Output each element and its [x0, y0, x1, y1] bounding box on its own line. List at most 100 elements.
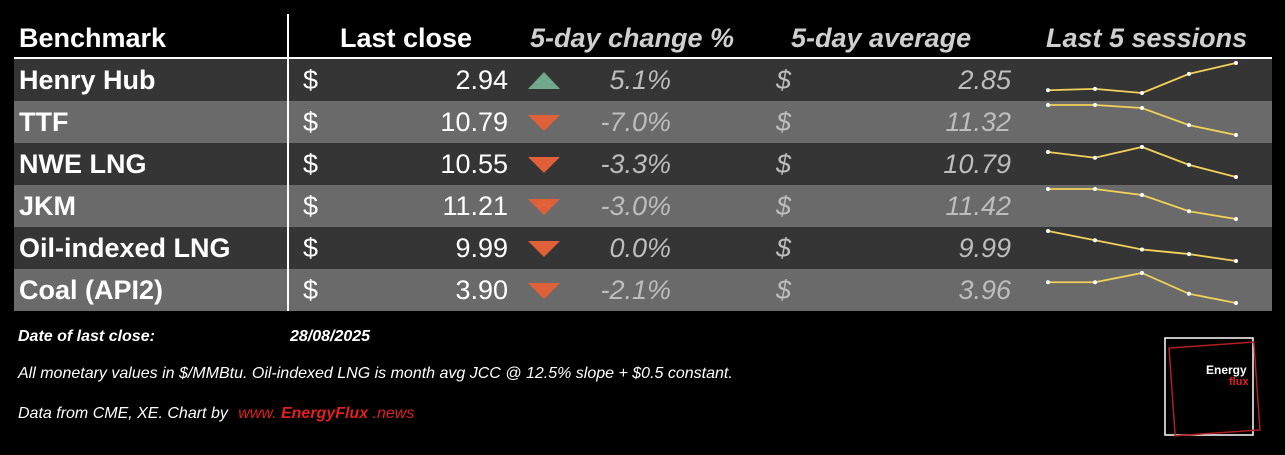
change-value: -3.0%	[600, 191, 671, 221]
arrow-shape	[528, 199, 560, 215]
sparkline-point	[1093, 187, 1097, 191]
source-link-www: www.	[238, 405, 277, 422]
average-currency: $	[776, 275, 792, 305]
change-value: 5.1%	[609, 65, 671, 95]
sparkline	[1046, 61, 1238, 95]
sparkline-point	[1046, 103, 1050, 107]
header-divider	[287, 14, 289, 58]
column-divider	[287, 143, 289, 185]
source-link-brand: EnergyFlux	[280, 405, 369, 422]
average-value: 11.42	[945, 191, 1011, 221]
arrow-shape	[528, 115, 560, 131]
column-divider	[287, 269, 289, 311]
sparkline-point	[1140, 145, 1144, 149]
sparkline	[1046, 271, 1238, 305]
sparkline-path	[1048, 272, 1237, 304]
average-value: 2.85	[958, 65, 1011, 95]
units-note: All monetary values in $/MMBtu. Oil-inde…	[18, 365, 733, 382]
sparkline-point	[1140, 91, 1144, 95]
average-value: 3.96	[958, 275, 1011, 305]
arrow-shape	[528, 72, 560, 89]
logo-text-energy: Energy	[1206, 363, 1247, 377]
source-prefix: Data from CME, XE. Chart by	[18, 405, 233, 422]
up-arrow-icon	[528, 72, 560, 89]
sparkline-point	[1046, 280, 1050, 285]
average-currency: $	[776, 191, 792, 221]
sparkline-point	[1140, 271, 1144, 275]
sparkline-point	[1234, 61, 1238, 65]
sparkline-point	[1140, 193, 1144, 197]
last-close-value: 10.55	[440, 149, 508, 179]
sparkline-point	[1093, 238, 1097, 243]
last-close-currency: $	[303, 65, 319, 95]
sparkline-point	[1093, 103, 1097, 107]
sparkline-point	[1234, 259, 1238, 263]
column-divider	[287, 185, 289, 227]
table-row: Oil-indexed LNG $9.99 0.0% $9.99	[14, 227, 1272, 269]
energyflux-logo: Energy flux	[1162, 335, 1262, 439]
header-5-day-average: 5-day average	[791, 23, 972, 53]
header-benchmark: Benchmark	[19, 23, 167, 53]
benchmark-name: TTF	[19, 107, 69, 137]
benchmark-name: Coal (API2)	[19, 275, 164, 305]
benchmark-name: Henry Hub	[19, 65, 156, 95]
sparkline-point	[1234, 175, 1238, 179]
column-divider	[287, 101, 289, 143]
sparkline-point	[1140, 247, 1144, 252]
sparkline-point	[1093, 280, 1097, 285]
sparkline-point	[1187, 291, 1191, 296]
header-last-close: Last close	[340, 23, 473, 53]
change-value: -3.3%	[600, 149, 671, 179]
header-last-5-sessions: Last 5 sessions	[1046, 23, 1248, 53]
arrow-shape	[528, 283, 560, 299]
sparkline-point	[1093, 86, 1097, 91]
down-arrow-icon	[528, 199, 560, 215]
change-value: 0.0%	[609, 233, 671, 263]
average-currency: $	[776, 65, 792, 95]
last-close-currency: $	[303, 191, 319, 221]
sparkline-point	[1140, 106, 1144, 111]
column-divider	[287, 227, 289, 269]
average-currency: $	[776, 107, 792, 137]
sparkline-path	[1047, 230, 1237, 262]
average-currency: $	[776, 149, 792, 179]
arrow-shape	[528, 241, 560, 257]
sparkline-point	[1234, 217, 1238, 221]
average-value: 10.79	[943, 149, 1011, 179]
benchmark-name: NWE LNG	[19, 149, 147, 179]
sparkline-point	[1187, 209, 1191, 214]
average-value: 11.32	[945, 107, 1011, 137]
sparkline-point	[1187, 162, 1191, 167]
table-row: Coal (API2) $3.90 -2.1% $3.96	[14, 269, 1272, 311]
source-link[interactable]: www. EnergyFlux .news	[238, 405, 414, 422]
sparkline-point	[1046, 187, 1050, 191]
table-row: Henry Hub $2.94 5.1% $2.85	[14, 59, 1272, 101]
sparkline	[1046, 103, 1238, 137]
sparkline	[1046, 145, 1238, 179]
sparkline-point	[1046, 150, 1050, 154]
date-label: Date of last close:	[18, 328, 155, 345]
table-row: JKM $11.21 -3.0% $11.42	[14, 185, 1272, 227]
sparkline-point	[1234, 301, 1238, 305]
down-arrow-icon	[528, 115, 560, 131]
sparkline	[1046, 187, 1238, 221]
last-close-currency: $	[303, 275, 319, 305]
down-arrow-icon	[528, 157, 560, 173]
sparkline-point	[1187, 252, 1191, 257]
down-arrow-icon	[528, 241, 560, 257]
header-5-day-change: 5-day change %	[530, 23, 735, 53]
last-close-currency: $	[303, 233, 319, 263]
average-value: 9.99	[958, 233, 1011, 263]
arrow-shape	[528, 157, 560, 173]
last-close-value: 10.79	[440, 107, 508, 137]
sparkline-point	[1187, 71, 1191, 76]
sparkline-point	[1187, 123, 1191, 128]
logo-frame-icon	[1164, 337, 1261, 437]
change-value: -2.1%	[600, 275, 671, 305]
down-arrow-icon	[528, 283, 560, 299]
last-close-currency: $	[303, 149, 319, 179]
source-link-tld: .news	[372, 405, 415, 422]
sparkline-point	[1093, 155, 1097, 160]
sparkline-point	[1046, 88, 1050, 93]
benchmark-name: Oil-indexed LNG	[19, 233, 231, 263]
